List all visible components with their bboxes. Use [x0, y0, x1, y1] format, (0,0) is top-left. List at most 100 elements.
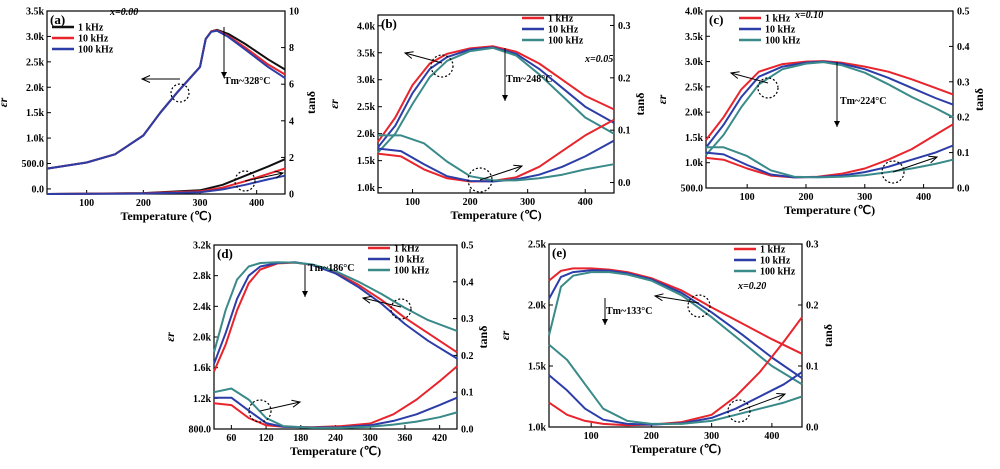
- panel-c-series-left-1khz: [705, 60, 954, 141]
- panel-b-x-tick-label: 200: [463, 197, 478, 208]
- panel-e-y-right-tick-label: 0.2: [806, 301, 819, 312]
- panel-e-x-tick-label: 400: [764, 431, 779, 442]
- panel-c-axis-pointer-arrowhead: [729, 71, 740, 79]
- panel-c-series-right-100khz: [706, 146, 954, 179]
- panel-b-y-left-tick-label: 3.0k: [357, 75, 376, 86]
- panel-c-x-tick-label: 300: [857, 192, 872, 203]
- panel-b-x-tick-label: 300: [520, 197, 535, 208]
- panel-d-y-right-tick-label: 0.3: [461, 314, 474, 325]
- panel-a-y-left-tick-label: 2.5k: [26, 57, 45, 68]
- panel-c-y-right-tick-label: 0.1: [957, 148, 970, 159]
- panel-d-y-right-tick-label: 0.1: [461, 388, 474, 399]
- panel-c-series-right-10khz: [705, 144, 954, 179]
- panel-e-panel-label: (e): [552, 245, 566, 260]
- panel-c-highlight-circle: [881, 160, 905, 184]
- panel-e-series-left-100khz: [548, 271, 803, 386]
- panel-c-frame: [705, 10, 954, 189]
- panel-c-y-left-tick-label: 500.0: [681, 184, 704, 195]
- panel-d-y-left-tick-label: 800.0: [189, 425, 212, 436]
- panel-d-series-left-10khz: [213, 261, 458, 365]
- panel-d-y-right-tick-label: 0.5: [461, 241, 474, 252]
- panel-d-y-left-tick-label: 3.2k: [193, 241, 212, 252]
- panel-c-y-left-tick-label: 3.0k: [685, 57, 704, 68]
- panel-a-x-tick-label: 400: [249, 198, 264, 209]
- panel-a-series-right-10khz: [46, 167, 286, 195]
- panel-b-axis-pointer-arrowhead: [513, 164, 524, 173]
- panel-e-x-tick-label: 200: [644, 431, 659, 442]
- panel-b-legend-label: 100 kHz: [548, 36, 584, 47]
- panel-c-y-right-axis-title: tanδ: [972, 88, 986, 111]
- panel-b-y-left-tick-label: 1.0k: [357, 183, 376, 194]
- panel-d-y-left-tick-label: 2.4k: [193, 302, 212, 313]
- panel-a-legend-label: 1 kHz: [78, 23, 104, 34]
- panel-e-y-left-tick-label: 2.0k: [528, 301, 547, 312]
- panel-b-y-right-axis-title: tanδ: [633, 93, 647, 116]
- panel-c-legend-label: 100 kHz: [765, 36, 801, 47]
- panel-e-axis-pointer-arrowhead: [653, 293, 664, 302]
- panel-b-legend-label: 10 kHz: [548, 25, 579, 36]
- panel-a-y-left-tick-label: 500.0: [22, 159, 45, 170]
- panel-d-series-right-100khz: [213, 387, 458, 429]
- panel-d-highlight-circle: [248, 399, 272, 423]
- panel-a-highlight-circle: [234, 170, 256, 192]
- panel-c-composition-note: x=0.10: [794, 10, 823, 21]
- panel-b-y-right-tick-label: 0.1: [618, 126, 631, 137]
- panel-a-axis-pointer-arrowhead: [274, 170, 285, 179]
- panel-d-y-left-tick-label: 2.0k: [193, 333, 212, 344]
- panel-b-y-left-tick-label: 2.5k: [357, 102, 376, 113]
- panel-a-highlight-circle: [170, 83, 190, 103]
- panel-a-x-tick-label: 300: [193, 198, 208, 209]
- panel-c-x-tick-label: 200: [798, 192, 813, 203]
- panel-b-series-left-100khz: [377, 46, 615, 154]
- panel-e-series-right-10khz: [548, 371, 803, 426]
- panel-b-tm-annotation: Tm~248°C: [506, 74, 552, 85]
- panel-c-y-left-tick-label: 2.5k: [685, 82, 704, 93]
- panel-c-y-right-tick-label: 0.4: [957, 42, 970, 53]
- panel-e-legend-label: 10 kHz: [760, 256, 791, 267]
- panel-d-axis-pointer-arrow: [362, 297, 402, 308]
- panel-e-highlight-circle: [727, 399, 751, 423]
- panel-c-series-right-1khz: [705, 123, 954, 179]
- panel-a-y-right-tick-label: 2: [289, 153, 294, 164]
- panel-a-tm-arrowhead: [221, 72, 227, 78]
- panel-b-series-right-10khz: [377, 139, 615, 183]
- panel-c-y-right-tick-label: 0.0: [957, 184, 970, 195]
- panel-b-x-tick-label: 100: [405, 197, 420, 208]
- panel-a-frame: [46, 10, 286, 195]
- panel-a-y-left-tick-label: 1.5k: [26, 108, 45, 119]
- panel-d-axis-pointer-arrow: [259, 401, 301, 412]
- panel-b-series-right-1khz: [377, 118, 615, 183]
- panel-d-series-right-1khz: [213, 365, 458, 429]
- panel-e-y-right-tick-label: 0.3: [806, 240, 819, 251]
- panel-e-series-left-10khz: [548, 269, 803, 380]
- panel-b-tm-arrowhead: [502, 95, 508, 101]
- panel-a-y-right-tick-label: 6: [289, 80, 294, 91]
- panel-e-legend-label: 1 kHz: [760, 245, 786, 256]
- panel-c-y-left-axis-title: εr: [655, 94, 669, 104]
- panel-c-x-tick-label: 400: [916, 192, 931, 203]
- panel-d-x-tick-label: 420: [432, 433, 447, 444]
- panel-c-legend-label: 10 kHz: [765, 25, 796, 36]
- panel-e-x-axis-title: Temperature (℃): [630, 442, 721, 456]
- panel-e-y-right-tick-label: 0.0: [806, 423, 819, 434]
- panel-d-panel-label: (d): [217, 246, 233, 261]
- panel-e-y-left-tick-label: 1.0k: [528, 423, 547, 434]
- panel-c-legend-label: 1 kHz: [765, 14, 791, 25]
- panel-e-legend-label: 100 kHz: [760, 267, 796, 278]
- panel-c-y-right-tick-label: 0.5: [957, 7, 970, 18]
- panel-c-y-left-tick-label: 4.0k: [685, 7, 704, 18]
- panel-b-x-axis-title: Temperature (℃): [450, 208, 541, 222]
- panel-c-y-left-tick-label: 2.0k: [685, 108, 704, 119]
- panel-d-y-right-tick-label: 0.2: [461, 351, 474, 362]
- panel-a-y-left-tick-label: 0.0: [32, 184, 45, 195]
- panel-a-y-right-axis-title: tanδ: [304, 91, 318, 114]
- panel-b-y-left-axis-title: εr: [327, 99, 341, 109]
- panel-d-y-left-tick-label: 2.8k: [193, 271, 212, 282]
- panel-a-y-right-tick-label: 10: [289, 7, 299, 18]
- panel-b-composition-note: x=0.05: [584, 54, 613, 65]
- panel-c-axis-pointer-arrow: [892, 156, 938, 173]
- panel-c-y-left-tick-label: 3.5k: [685, 32, 704, 43]
- panel-a-y-right-tick-label: 4: [289, 116, 294, 127]
- panel-d-y-right-tick-label: 0.0: [461, 425, 474, 436]
